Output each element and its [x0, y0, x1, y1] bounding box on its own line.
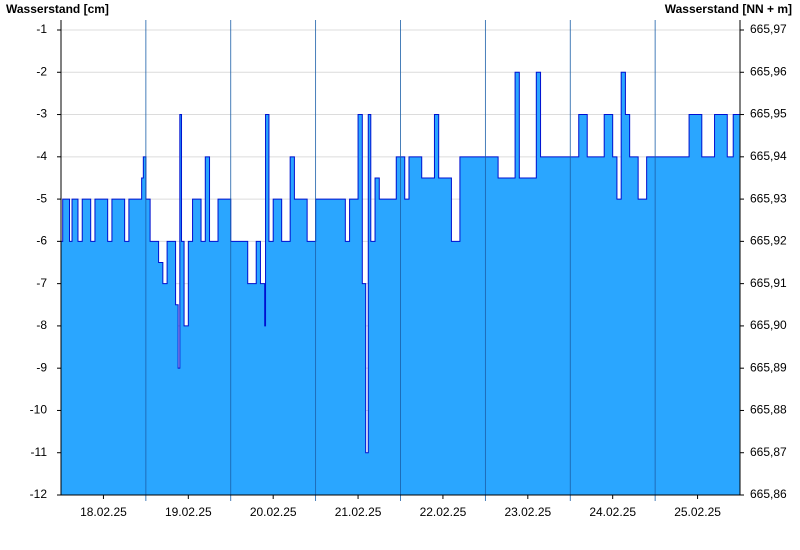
y2-tick-label: 665,97 — [750, 22, 787, 36]
y-tick-label: -11 — [31, 445, 48, 459]
y2-tick-label: 665,89 — [750, 360, 787, 374]
y2-tick-label: 665,92 — [750, 234, 787, 248]
y-tick-label: -7 — [36, 276, 47, 290]
y2-tick-label: 665,86 — [750, 487, 787, 501]
y-tick-label: -1 — [36, 22, 47, 36]
x-tick-label: 22.02.25 — [420, 505, 467, 519]
x-tick-label: 18.02.25 — [80, 505, 127, 519]
y2-tick-label: 665,88 — [750, 403, 787, 417]
y-axis-title: Wasserstand [cm] — [6, 2, 109, 16]
y-tick-label: -8 — [36, 318, 47, 332]
x-tick-label: 23.02.25 — [504, 505, 551, 519]
x-tick-label: 19.02.25 — [165, 505, 212, 519]
y-tick-label: -3 — [36, 107, 47, 121]
y2-tick-label: 665,87 — [750, 445, 787, 459]
y-tick-label: -6 — [36, 234, 47, 248]
y2-tick-label: 665,96 — [750, 64, 787, 78]
y2-tick-label: 665,93 — [750, 191, 787, 205]
y-tick-label: -4 — [36, 149, 47, 163]
y2-tick-label: 665,94 — [750, 149, 787, 163]
y-tick-label: -2 — [36, 64, 47, 78]
y-tick-label: -5 — [36, 191, 47, 205]
y2-tick-label: 665,90 — [750, 318, 787, 332]
y2-tick-label: 665,95 — [750, 107, 787, 121]
y-tick-label: -12 — [30, 487, 48, 501]
y2-tick-label: 665,91 — [750, 276, 787, 290]
y-tick-label: -9 — [36, 360, 47, 374]
x-tick-label: 20.02.25 — [250, 505, 297, 519]
x-tick-label: 25.02.25 — [674, 505, 721, 519]
x-tick-label: 21.02.25 — [335, 505, 382, 519]
y2-axis-title: Wasserstand [NN + m] — [665, 2, 792, 16]
x-tick-label: 24.02.25 — [589, 505, 636, 519]
y-tick-label: -10 — [30, 403, 48, 417]
